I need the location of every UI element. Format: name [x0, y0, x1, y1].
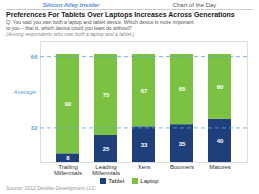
html-text:to you – that is, which device: to you – that is, which device could you… — [6, 25, 132, 31]
html-text:(Among respondents who own bot: (Among respondents who own both a laptop… — [6, 31, 135, 37]
svg-text:75: 75 — [103, 92, 110, 98]
svg-text:Xers: Xers — [138, 164, 150, 170]
html-text:Preferences For Tablets Over L: Preferences For Tablets Over Laptops Inc… — [6, 11, 235, 18]
svg-text:66: 66 — [31, 54, 38, 60]
svg-text:65: 65 — [179, 86, 186, 92]
html-text:Silicon Alley Insider: Silicon Alley Insider — [42, 2, 100, 8]
svg-text:LeadingMillennials: LeadingMillennials — [92, 164, 120, 176]
html-text:Tablet: Tablet — [108, 178, 125, 184]
svg-text:Matures: Matures — [209, 164, 231, 170]
svg-text:32: 32 — [31, 125, 38, 131]
svg-text:8: 8 — [66, 155, 70, 161]
svg-text:33: 33 — [141, 142, 148, 148]
svg-text:35: 35 — [179, 141, 186, 147]
svg-text:67: 67 — [141, 88, 148, 94]
html-text:Q: You said you own both a lap: Q: You said you own both a laptop and ta… — [6, 19, 194, 25]
svg-text:92: 92 — [65, 101, 72, 107]
svg-text:40: 40 — [217, 138, 224, 144]
svg-text:TrailingMillennials: TrailingMillennials — [54, 164, 82, 176]
svg-text:60: 60 — [217, 84, 224, 90]
svg-text:Boomers: Boomers — [170, 164, 194, 170]
svg-text:Average:: Average: — [13, 89, 38, 95]
html-text:Chart of the Day: Chart of the Day — [172, 2, 217, 8]
html-text:Laptop: Laptop — [140, 178, 159, 184]
svg-text:25: 25 — [103, 146, 110, 152]
html-text:Source: 2012 Deloitte Developm: Source: 2012 Deloitte Development LLC — [6, 185, 96, 191]
